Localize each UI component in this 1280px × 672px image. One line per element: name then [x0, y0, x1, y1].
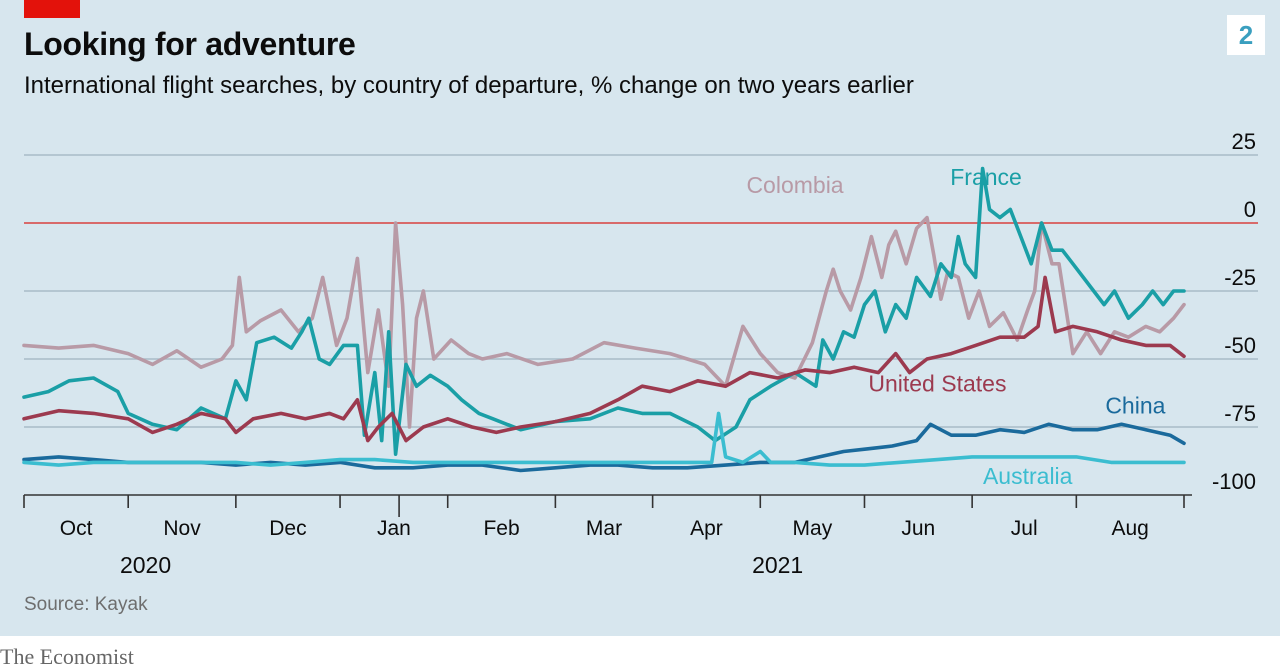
x-tick-label: Oct [60, 517, 93, 540]
y-tick-label: 25 [1232, 129, 1256, 154]
series-line-united-states [22, 275, 1186, 443]
series-label-china: China [1105, 392, 1165, 418]
series-labels: Colombia France United States China Australi… [746, 164, 1165, 489]
series-line-australia [22, 411, 1186, 467]
x-tick-label: Jan [377, 517, 411, 540]
year-label: 2020 [120, 552, 171, 578]
x-tick-label: May [793, 517, 833, 540]
y-tick-label: -25 [1224, 265, 1256, 290]
y-axis-ticks: 25 0 -25 -50 -75 -100 [1212, 129, 1256, 494]
line-chart: 25 0 -25 -50 -75 -100 Oct Nov Dec Jan Feb Mar Apr Ma… [22, 129, 1258, 578]
red-tag [24, 0, 80, 18]
x-tick-label: Nov [163, 517, 201, 540]
series-label-united-states: United States [868, 371, 1006, 397]
brand-logo-text: The Economist [0, 644, 134, 669]
y-tick-label: -100 [1212, 469, 1256, 494]
chart-card: Looking for adventure International flig… [0, 0, 1280, 636]
x-tick-label: Dec [269, 517, 306, 540]
series-lines [22, 166, 1186, 473]
x-tick-label: Apr [690, 517, 723, 540]
y-tick-label: 0 [1244, 197, 1256, 222]
series-line-france [22, 166, 1186, 457]
x-tick-label: Feb [483, 517, 519, 540]
series-label-colombia: Colombia [746, 172, 843, 198]
chart-title: Looking for adventure [24, 26, 356, 62]
series-label-australia: Australia [983, 463, 1073, 489]
year-label: 2021 [752, 552, 803, 578]
series-label-france: France [950, 164, 1022, 190]
series-line-colombia [22, 215, 1186, 429]
source-note: Source: Kayak [24, 594, 148, 615]
x-tick-label: Jun [901, 517, 935, 540]
chart-subtitle: International flight searches, by countr… [24, 72, 914, 99]
y-tick-label: -75 [1224, 401, 1256, 426]
x-tick-label: Jul [1011, 517, 1038, 540]
y-tick-label: -50 [1224, 333, 1256, 358]
x-tick-label: Mar [586, 517, 622, 540]
x-tick-label: Aug [1111, 517, 1148, 540]
x-axis: Oct Nov Dec Jan Feb Mar Apr May Jun Jul Aug 2020 202… [23, 495, 1185, 578]
chart-number-badge: 2 [1227, 15, 1265, 55]
